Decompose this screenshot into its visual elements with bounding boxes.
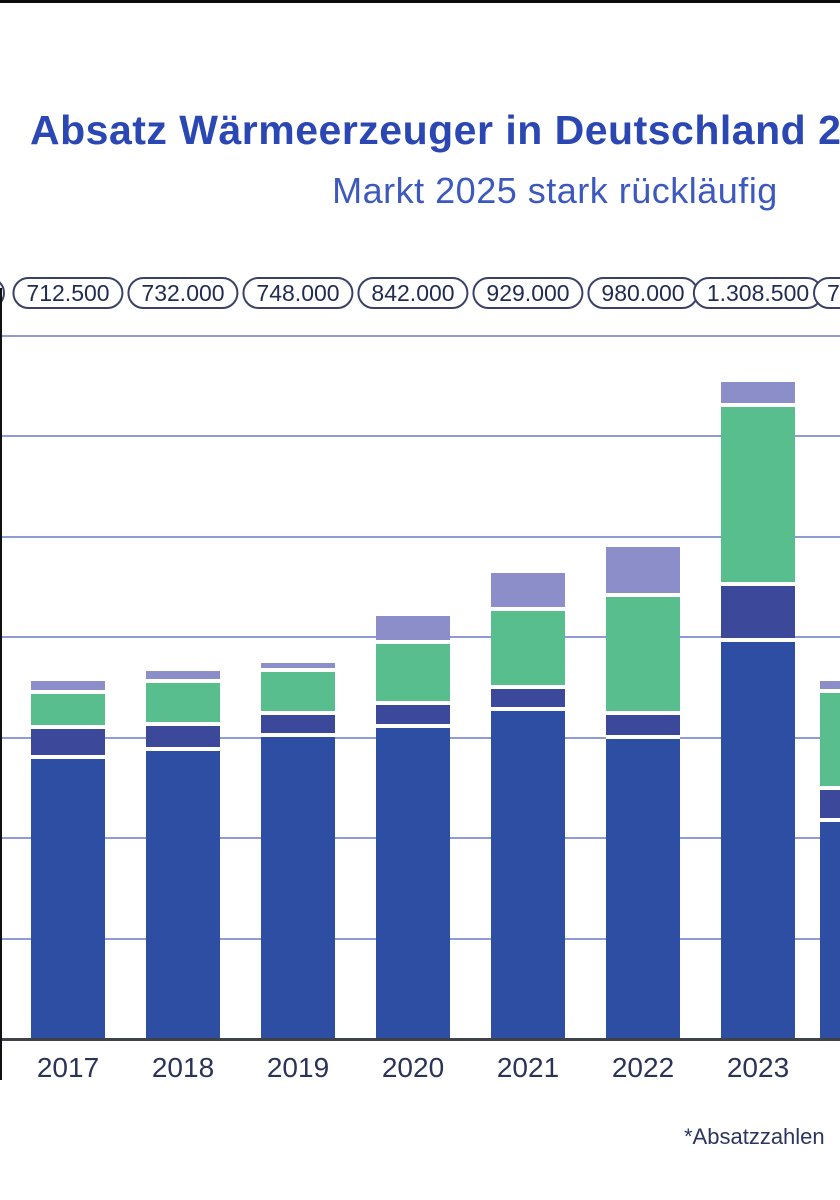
bar-2019-segment-green <box>261 672 335 716</box>
bar-2020-segment-indigo <box>376 704 450 728</box>
year-label-2019: 2019 <box>266 1052 330 1083</box>
year-label-2021: 2021 <box>496 1052 560 1083</box>
bar-2019-segment-light-purple-top <box>261 663 335 673</box>
bar-2018-segment-indigo <box>146 725 220 751</box>
total-pill-2017: 712.500 <box>12 277 124 309</box>
gridline-1000000 <box>2 535 840 538</box>
bar-2023-segment-indigo <box>721 585 795 643</box>
bar-2021-segment-dark-blue-bottom <box>491 711 565 1039</box>
chart-title: Absatz Wärmeerzeuger in Deutschland 2 <box>30 107 840 154</box>
total-pill-2020: 842.000 <box>357 277 469 309</box>
bar-2022-segment-light-purple-top <box>606 546 680 597</box>
year-label-2022: 2022 <box>611 1052 675 1083</box>
bar-2018-segment-green <box>146 683 220 726</box>
chart-subtitle: Markt 2025 stark rückläufig <box>332 169 778 211</box>
x-axis-baseline <box>0 1038 840 1041</box>
bar-right-partial-segment-green <box>820 693 840 791</box>
bar-2022-segment-green <box>606 596 680 716</box>
bar-2020-segment-light-purple-top <box>376 616 450 645</box>
footnote: *Absatzzahlen <box>684 1124 825 1149</box>
bar-2019-segment-dark-blue-bottom <box>261 737 335 1039</box>
bar-2021-segment-light-purple-top <box>491 572 565 612</box>
bar-right-partial-segment-indigo <box>820 790 840 822</box>
bar-2023-segment-green <box>721 406 795 586</box>
top-edge-line <box>0 0 840 3</box>
total-pill-2022: 980.000 <box>587 277 699 309</box>
bar-2017-segment-light-purple-top <box>31 681 105 694</box>
bar-2019-segment-indigo <box>261 715 335 738</box>
bar-2021-segment-indigo <box>491 688 565 712</box>
bar-right-partial-segment-dark-blue-bottom <box>820 821 840 1039</box>
bar-2020-segment-dark-blue-bottom <box>376 727 450 1039</box>
total-pill-2021: 929.000 <box>472 277 584 309</box>
total-pill-2019: 748.000 <box>242 277 354 309</box>
total-pill-right-partial: 7 <box>813 277 840 309</box>
gridline-1400000 <box>2 335 840 337</box>
total-pill-2018: 732.000 <box>127 277 239 309</box>
bar-right-partial-segment-light-purple-top <box>820 681 840 694</box>
bar-2017-segment-indigo <box>31 728 105 760</box>
gridline-1200000 <box>2 435 840 438</box>
bar-2018-segment-dark-blue-bottom <box>146 750 220 1039</box>
year-label-2017: 2017 <box>36 1052 100 1083</box>
left-edge-line <box>0 288 2 1080</box>
total-pill-2023: 1.308.500 <box>692 277 824 309</box>
bar-2023-segment-light-purple-top <box>721 381 795 407</box>
bar-2021-segment-green <box>491 611 565 689</box>
bar-2022-segment-indigo <box>606 715 680 739</box>
bar-2022-segment-dark-blue-bottom <box>606 738 680 1039</box>
bar-2017-segment-dark-blue-bottom <box>31 759 105 1039</box>
bar-2017-segment-green <box>31 693 105 729</box>
bar-2023-segment-dark-blue-bottom <box>721 642 795 1039</box>
bar-2018-segment-light-purple-top <box>146 671 220 684</box>
bar-2020-segment-green <box>376 644 450 705</box>
year-label-2018: 2018 <box>151 1052 215 1083</box>
year-label-2023: 2023 <box>726 1052 790 1083</box>
year-label-2020: 2020 <box>381 1052 445 1083</box>
